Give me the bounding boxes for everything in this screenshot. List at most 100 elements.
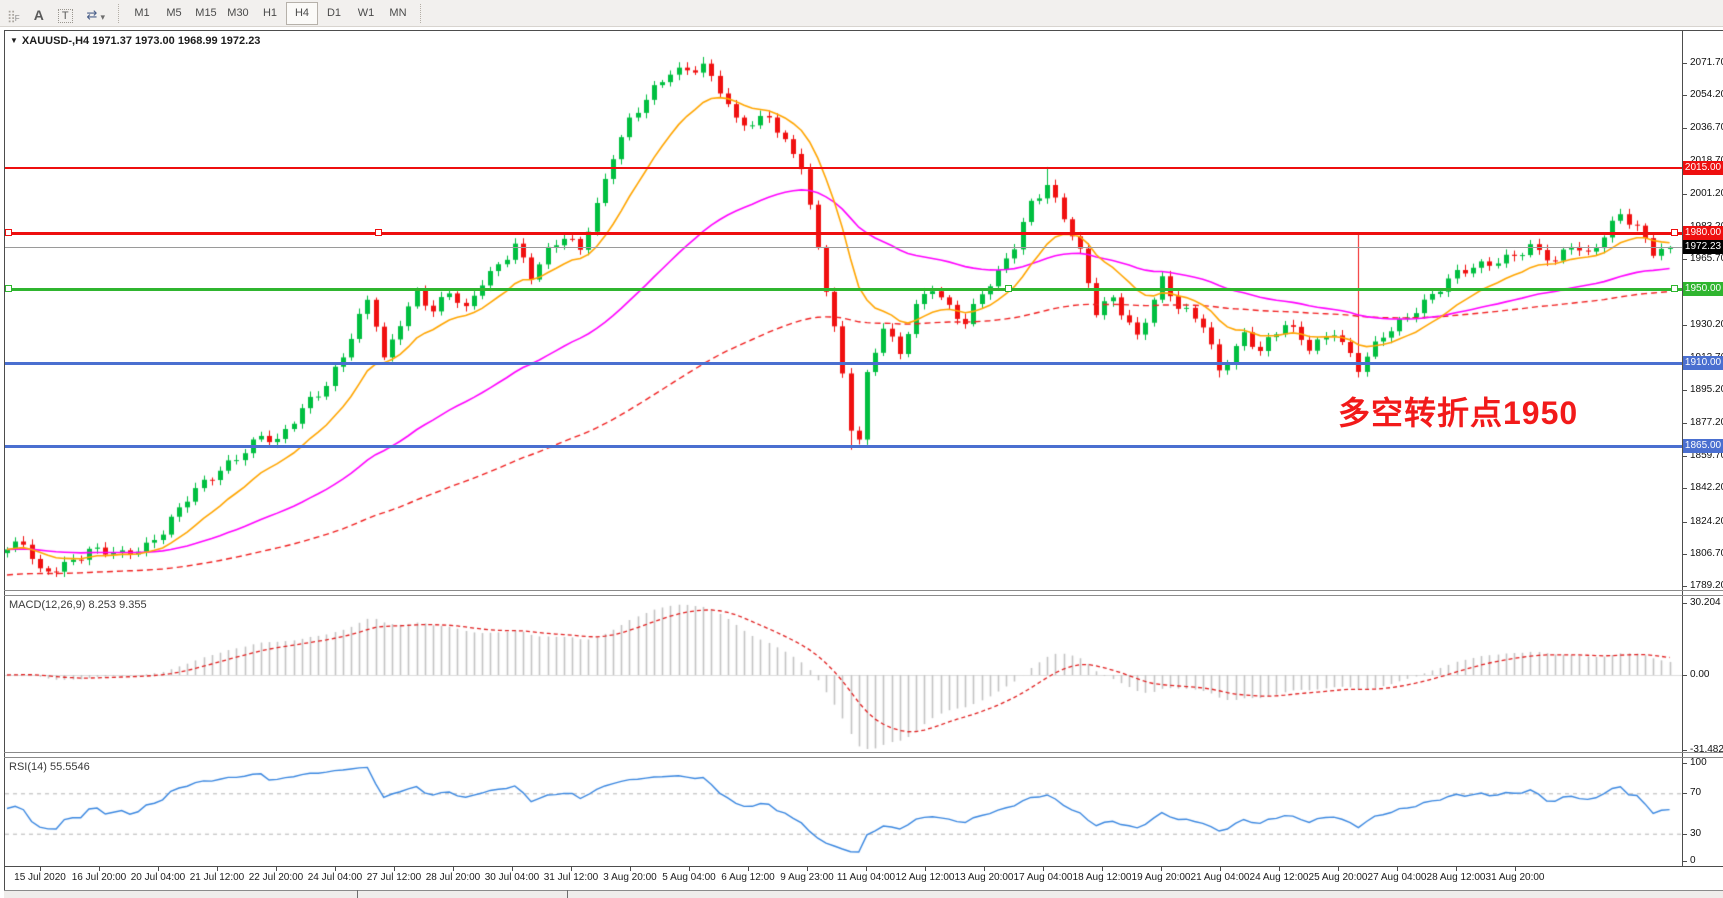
price-tick bbox=[1682, 390, 1687, 392]
price-tick bbox=[1682, 63, 1687, 65]
time-axis-tick bbox=[1515, 867, 1516, 871]
price-tick-label: 2036.70 bbox=[1690, 121, 1723, 133]
bottom-strip[interactable] bbox=[4, 890, 1723, 898]
macd-tick bbox=[1682, 675, 1687, 676]
rsi-value: 55.5546 bbox=[49, 761, 90, 773]
price-tick-label: 1859.70 bbox=[1690, 449, 1723, 461]
toolbar-separator bbox=[419, 3, 422, 23]
label-tool-icon[interactable]: A bbox=[33, 7, 44, 23]
time-axis-tick bbox=[571, 867, 572, 871]
time-axis-label: 19 Aug 20:00 bbox=[1131, 872, 1191, 883]
time-axis-label: 17 Aug 04:00 bbox=[1013, 872, 1073, 883]
time-axis-label: 21 Aug 04:00 bbox=[1190, 872, 1250, 883]
symbol-dropdown-triangle-icon[interactable]: ▼ bbox=[10, 36, 18, 45]
hline-1980[interactable] bbox=[5, 231, 1682, 235]
time-axis-tick bbox=[925, 867, 926, 871]
macd-tick-label: 0.00 bbox=[1690, 669, 1710, 680]
time-axis-tick bbox=[866, 867, 867, 871]
price-tick-label: 1824.20 bbox=[1690, 515, 1723, 527]
macd-panel-canvas[interactable] bbox=[5, 596, 1682, 752]
rsi-panel-canvas[interactable] bbox=[5, 758, 1682, 866]
time-axis-tick bbox=[1456, 867, 1457, 871]
time-axis-tick bbox=[217, 867, 218, 871]
macd-tick-label: -31.482 bbox=[1690, 744, 1723, 755]
timeframe-button-m15[interactable]: M15 bbox=[195, 6, 217, 19]
price-tick-label: 1806.70 bbox=[1690, 548, 1723, 560]
time-axis-tick bbox=[630, 867, 631, 871]
rsi-tick-label: 30 bbox=[1690, 828, 1702, 839]
price-tick-label: 2054.20 bbox=[1690, 89, 1723, 101]
timeframe-button-w1[interactable]: W1 bbox=[357, 6, 375, 19]
time-axis-line bbox=[4, 866, 1723, 867]
timeframe-button-d1[interactable]: D1 bbox=[326, 6, 342, 19]
grip-f-label: F bbox=[14, 14, 20, 23]
hline-1950[interactable] bbox=[5, 287, 1682, 291]
text-tool-icon[interactable]: T bbox=[57, 3, 73, 23]
price-tick-label: 1877.20 bbox=[1690, 417, 1723, 429]
grip-dots-icon: ⣿ bbox=[7, 9, 16, 23]
time-axis-tick bbox=[335, 867, 336, 871]
current-price-label: 1972.23 bbox=[1683, 240, 1723, 255]
annotation-text[interactable]: 多空转折点1950 bbox=[1338, 395, 1579, 431]
toolbar-separator bbox=[117, 3, 120, 23]
line-handle[interactable] bbox=[5, 228, 12, 236]
time-axis-tick bbox=[453, 867, 454, 871]
time-axis-label: 6 Aug 12:00 bbox=[721, 872, 775, 883]
rsi-tick bbox=[1682, 834, 1687, 835]
price-scale-axis-line bbox=[1682, 31, 1683, 866]
rsi-indicator-label: RSI(14) 55.5546 bbox=[9, 761, 90, 773]
timeframe-button-h1[interactable]: H1 bbox=[262, 6, 278, 19]
time-axis-label: 13 Aug 20:00 bbox=[954, 872, 1014, 883]
double-arrow-icon: ⇄ bbox=[86, 7, 98, 22]
price-tick-label: 2071.70 bbox=[1690, 57, 1723, 69]
timeframe-button-m5[interactable]: M5 bbox=[166, 6, 182, 19]
time-axis-label: 30 Jul 04:00 bbox=[484, 872, 540, 883]
time-axis-tick bbox=[748, 867, 749, 871]
time-axis-tick bbox=[1397, 867, 1398, 871]
line-handle[interactable] bbox=[1671, 284, 1678, 292]
timeframe-button-m1[interactable]: M1 bbox=[134, 6, 150, 19]
hline-label-1950: 1950.00 bbox=[1683, 281, 1723, 296]
price-panel-canvas[interactable] bbox=[5, 31, 1682, 590]
price-tick bbox=[1682, 259, 1687, 261]
panel-splitter[interactable] bbox=[4, 595, 1723, 596]
timeframe-button-mn[interactable]: MN bbox=[389, 6, 407, 19]
line-handle[interactable] bbox=[1671, 228, 1678, 236]
rsi-tick-label: 70 bbox=[1690, 787, 1702, 798]
panel-splitter[interactable] bbox=[4, 752, 1723, 753]
chart-top-border bbox=[4, 30, 1723, 31]
price-tick-label: 1965.70 bbox=[1690, 253, 1723, 265]
time-axis-tick bbox=[1279, 867, 1280, 871]
time-axis-label: 15 Jul 2020 bbox=[14, 872, 66, 883]
price-tick bbox=[1682, 127, 1687, 129]
timeframe-button-m30[interactable]: M30 bbox=[227, 6, 249, 19]
price-tick bbox=[1682, 455, 1687, 457]
macd-tick bbox=[1682, 750, 1687, 751]
time-axis-label: 9 Aug 23:00 bbox=[780, 872, 834, 883]
time-axis-tick bbox=[689, 867, 690, 871]
arrows-tool-icon[interactable]: ⇄ ▾ bbox=[87, 3, 105, 23]
time-axis-label: 5 Aug 04:00 bbox=[662, 872, 716, 883]
time-axis-label: 24 Jul 04:00 bbox=[307, 872, 363, 883]
toolbar-grip-icon[interactable]: ⣿ F bbox=[7, 3, 20, 23]
price-tick-label: 1789.20 bbox=[1690, 580, 1723, 592]
macd-tick bbox=[1682, 603, 1687, 604]
macd-tick-label: 30.204 bbox=[1690, 597, 1721, 608]
price-tick bbox=[1682, 488, 1687, 490]
line-handle[interactable] bbox=[375, 228, 382, 236]
time-axis-tick bbox=[40, 867, 41, 871]
panel-splitter[interactable] bbox=[4, 590, 1723, 591]
time-axis-tick bbox=[99, 867, 100, 871]
hline-1910[interactable] bbox=[5, 361, 1682, 365]
time-axis-tick bbox=[1161, 867, 1162, 871]
line-handle[interactable] bbox=[5, 284, 12, 292]
time-axis-tick bbox=[807, 867, 808, 871]
hline-2015[interactable] bbox=[5, 167, 1682, 170]
line-handle[interactable] bbox=[1005, 284, 1012, 292]
hline-1865[interactable] bbox=[5, 445, 1682, 448]
panel-splitter[interactable] bbox=[4, 757, 1723, 758]
price-tick-label: 1842.20 bbox=[1690, 482, 1723, 494]
timeframe-button-h4[interactable]: H4 bbox=[285, 1, 318, 25]
